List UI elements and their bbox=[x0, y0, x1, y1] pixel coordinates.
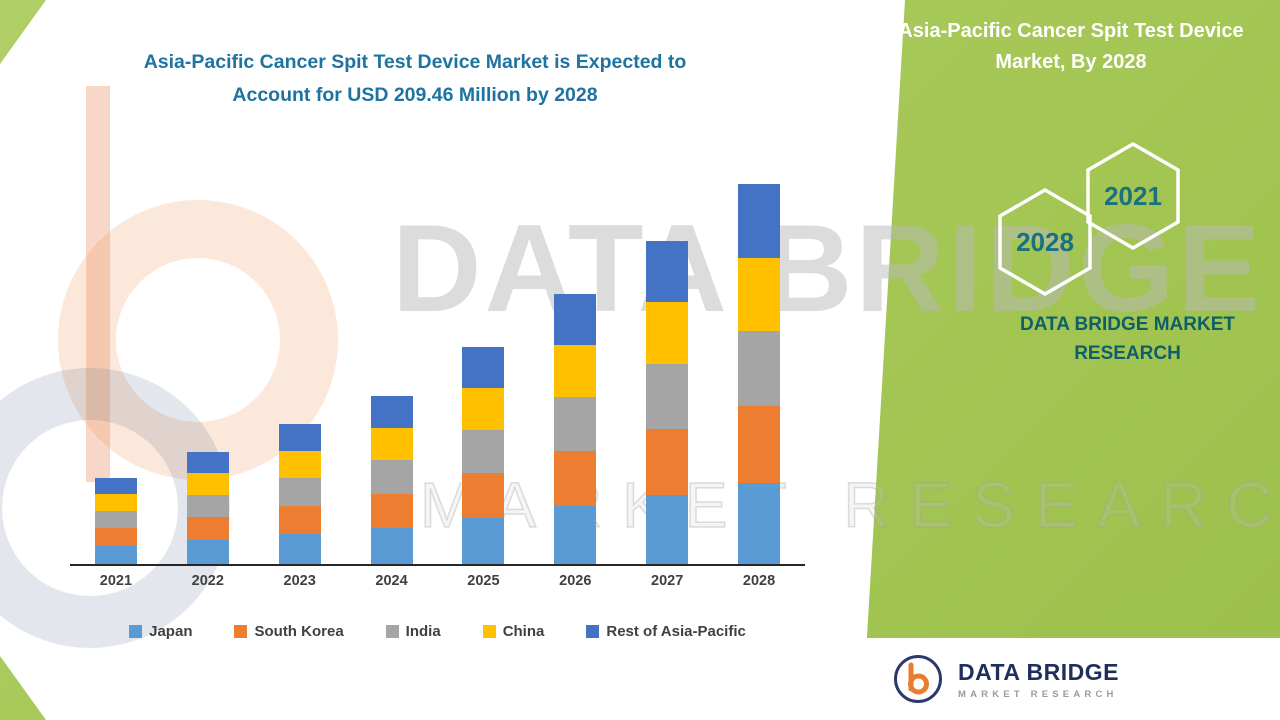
legend-label: South Korea bbox=[254, 623, 344, 640]
bar-segment-japan bbox=[94, 545, 137, 564]
legend-label: China bbox=[502, 623, 545, 640]
bar-segment-japan bbox=[186, 540, 229, 564]
bar-segment-rest-of-asia-pacific bbox=[186, 451, 229, 473]
bar-segment-china bbox=[94, 493, 137, 511]
right-panel-title-line1: Asia-Pacific Cancer Spit Test Device bbox=[898, 20, 1244, 42]
legend-label: India bbox=[405, 623, 441, 640]
bar-segment-japan bbox=[370, 528, 413, 564]
right-panel-title-line2: Market, By 2028 bbox=[995, 51, 1147, 73]
brand-text: DATA BRIDGE MARKET RESEARCH bbox=[985, 310, 1270, 369]
x-axis-label: 2025 bbox=[467, 573, 500, 589]
hexagon-2028-label: 2028 bbox=[1016, 227, 1074, 257]
bar-segment-india bbox=[370, 460, 413, 494]
bar-segment-japan bbox=[646, 494, 689, 564]
legend-swatch bbox=[482, 625, 496, 638]
logo-name: DATA BRIDGE bbox=[958, 658, 1119, 685]
hexagon-2021-label: 2021 bbox=[1104, 181, 1162, 211]
legend-item: Rest of Asia-Pacific bbox=[586, 623, 746, 640]
bar-segment-south-korea bbox=[186, 517, 229, 541]
databridge-logo-icon bbox=[894, 655, 942, 703]
bar-segment-japan bbox=[462, 517, 505, 564]
year-hexagons: 2021 2028 bbox=[998, 142, 1180, 297]
x-axis-label: 2022 bbox=[191, 573, 224, 589]
chart-legend: Japan South Korea India China Rest of Asia-P… bbox=[70, 623, 805, 640]
bar-group bbox=[554, 294, 597, 564]
right-panel-title: Asia-Pacific Cancer Spit Test Device Mar… bbox=[870, 16, 1272, 78]
legend-swatch bbox=[129, 625, 143, 638]
logo-strip: DATA BRIDGE MARKET RESEARCH bbox=[858, 638, 1280, 720]
bar-segment-rest-of-asia-pacific bbox=[462, 347, 505, 389]
bar-segment-china bbox=[278, 450, 321, 478]
bar-segment-south-korea bbox=[554, 451, 597, 507]
bar-segment-japan bbox=[738, 483, 781, 564]
hexagon-2021-outline bbox=[1086, 142, 1180, 251]
legend-swatch bbox=[234, 625, 248, 638]
bar-group bbox=[462, 347, 505, 564]
bar-segment-rest-of-asia-pacific bbox=[646, 240, 689, 302]
bar-segment-india bbox=[462, 430, 505, 474]
bar-segment-china bbox=[370, 427, 413, 461]
bar-segment-india bbox=[186, 494, 229, 518]
bar-segment-rest-of-asia-pacific bbox=[370, 395, 413, 428]
x-axis-label: 2028 bbox=[742, 573, 776, 589]
watermark-databridge-text: DATA BRIDGE bbox=[392, 200, 1264, 338]
bar-group bbox=[278, 424, 321, 564]
stacked-bar-chart: 2021 2022 2023 2024 2025 2026 2027 2028 Japan So… bbox=[70, 168, 805, 640]
logo-text: DATA BRIDGE MARKET RESEARCH bbox=[958, 659, 1119, 700]
chart-title-line2: Account for USD 209.46 Million by 2028 bbox=[232, 84, 598, 107]
bar-segment-china bbox=[554, 345, 597, 398]
brand-text-line1: DATA BRIDGE MARKET bbox=[1020, 314, 1235, 335]
brand-text-line2: RESEARCH bbox=[1074, 343, 1181, 365]
x-axis-label: 2021 bbox=[99, 573, 133, 589]
x-axis-label: 2023 bbox=[283, 573, 316, 589]
bar-segment-india bbox=[646, 364, 689, 429]
bar-segment-japan bbox=[278, 534, 321, 564]
bar-segment-south-korea bbox=[738, 406, 781, 484]
bar-segment-china bbox=[462, 388, 505, 431]
logo-subtitle: MARKET RESEARCH bbox=[958, 688, 1118, 700]
legend-item: India bbox=[385, 623, 441, 640]
legend-item: China bbox=[482, 623, 545, 640]
bar-segment-rest-of-asia-pacific bbox=[94, 477, 137, 494]
bar-segment-south-korea bbox=[646, 428, 689, 495]
bar-group bbox=[94, 477, 137, 564]
bar-segment-india bbox=[278, 477, 321, 506]
hexagon-2028-outline bbox=[998, 187, 1092, 297]
bar-segment-india bbox=[738, 331, 781, 407]
bar-segment-south-korea bbox=[94, 527, 137, 546]
legend-swatch bbox=[586, 625, 600, 638]
legend-item: Japan bbox=[129, 623, 192, 640]
x-axis-label: 2024 bbox=[375, 573, 408, 589]
bar-segment-india bbox=[554, 397, 597, 451]
bar-segment-china bbox=[186, 472, 229, 495]
bar-segment-south-korea bbox=[370, 493, 413, 529]
chart-title-line1: Asia-Pacific Cancer Spit Test Device Mar… bbox=[143, 51, 687, 73]
legend-swatch bbox=[385, 625, 399, 638]
bar-segment-south-korea bbox=[278, 505, 321, 535]
bar-segment-rest-of-asia-pacific bbox=[554, 294, 597, 346]
bar-segment-china bbox=[646, 301, 689, 365]
bar-plot bbox=[70, 168, 805, 566]
bar-group bbox=[646, 240, 689, 564]
bar-group bbox=[370, 395, 413, 564]
legend-item: South Korea bbox=[234, 623, 344, 640]
bar-segment-rest-of-asia-pacific bbox=[738, 184, 781, 259]
bar-group bbox=[186, 451, 229, 564]
bar-segment-india bbox=[94, 510, 137, 528]
x-axis-label: 2026 bbox=[559, 573, 592, 589]
x-axis-label: 2027 bbox=[651, 573, 684, 589]
bar-segment-china bbox=[738, 258, 781, 332]
bar-segment-south-korea bbox=[462, 473, 505, 518]
legend-label: Japan bbox=[149, 623, 193, 640]
chart-title: Asia-Pacific Cancer Spit Test Device Mar… bbox=[85, 46, 745, 112]
bar-segment-japan bbox=[554, 506, 597, 564]
x-axis-labels: 2021 2022 2023 2024 2025 2026 2027 2028 bbox=[70, 573, 805, 589]
bar-group bbox=[738, 184, 781, 564]
legend-label: Rest of Asia-Pacific bbox=[606, 623, 746, 640]
bar-segment-rest-of-asia-pacific bbox=[278, 424, 321, 451]
